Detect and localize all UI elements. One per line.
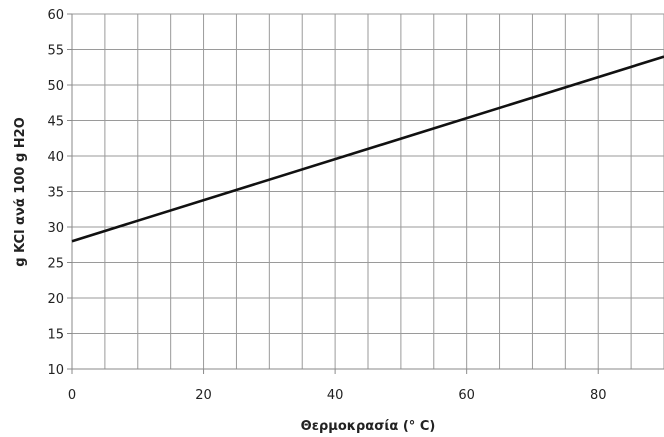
series-line: [71, 55, 664, 243]
y-tick-label: 35: [47, 186, 64, 201]
y-tick-label: 45: [47, 115, 64, 130]
x-tick-label: 80: [590, 388, 607, 403]
y-axis-title: g KCl ανά 100 g H2O: [13, 117, 28, 267]
x-axis-title: Θερμοκρασία (° C): [301, 419, 436, 434]
y-tick-labels: 10 15 20 25 30 35 40 45 50 55 60: [47, 8, 72, 378]
y-tick-label: 60: [47, 8, 64, 23]
x-tick-label: 0: [68, 388, 76, 403]
y-tick-label: 20: [47, 292, 64, 307]
grid-lines: [72, 13, 664, 369]
y-tick-label: 40: [47, 150, 64, 165]
y-tick-label: 30: [47, 221, 64, 236]
y-tick-label: 25: [47, 257, 64, 272]
y-tick-label: 50: [47, 79, 64, 94]
axes: [67, 14, 664, 374]
y-tick-label: 15: [47, 328, 64, 343]
y-tick-label: 10: [47, 363, 64, 378]
x-tick-label: 20: [195, 388, 212, 403]
y-tick-label: 55: [47, 44, 64, 59]
x-tick-labels: 0 20 40 60 80: [68, 369, 607, 403]
x-tick-label: 40: [327, 388, 344, 403]
x-tick-label: 60: [458, 388, 475, 403]
series-lines: [71, 55, 664, 243]
